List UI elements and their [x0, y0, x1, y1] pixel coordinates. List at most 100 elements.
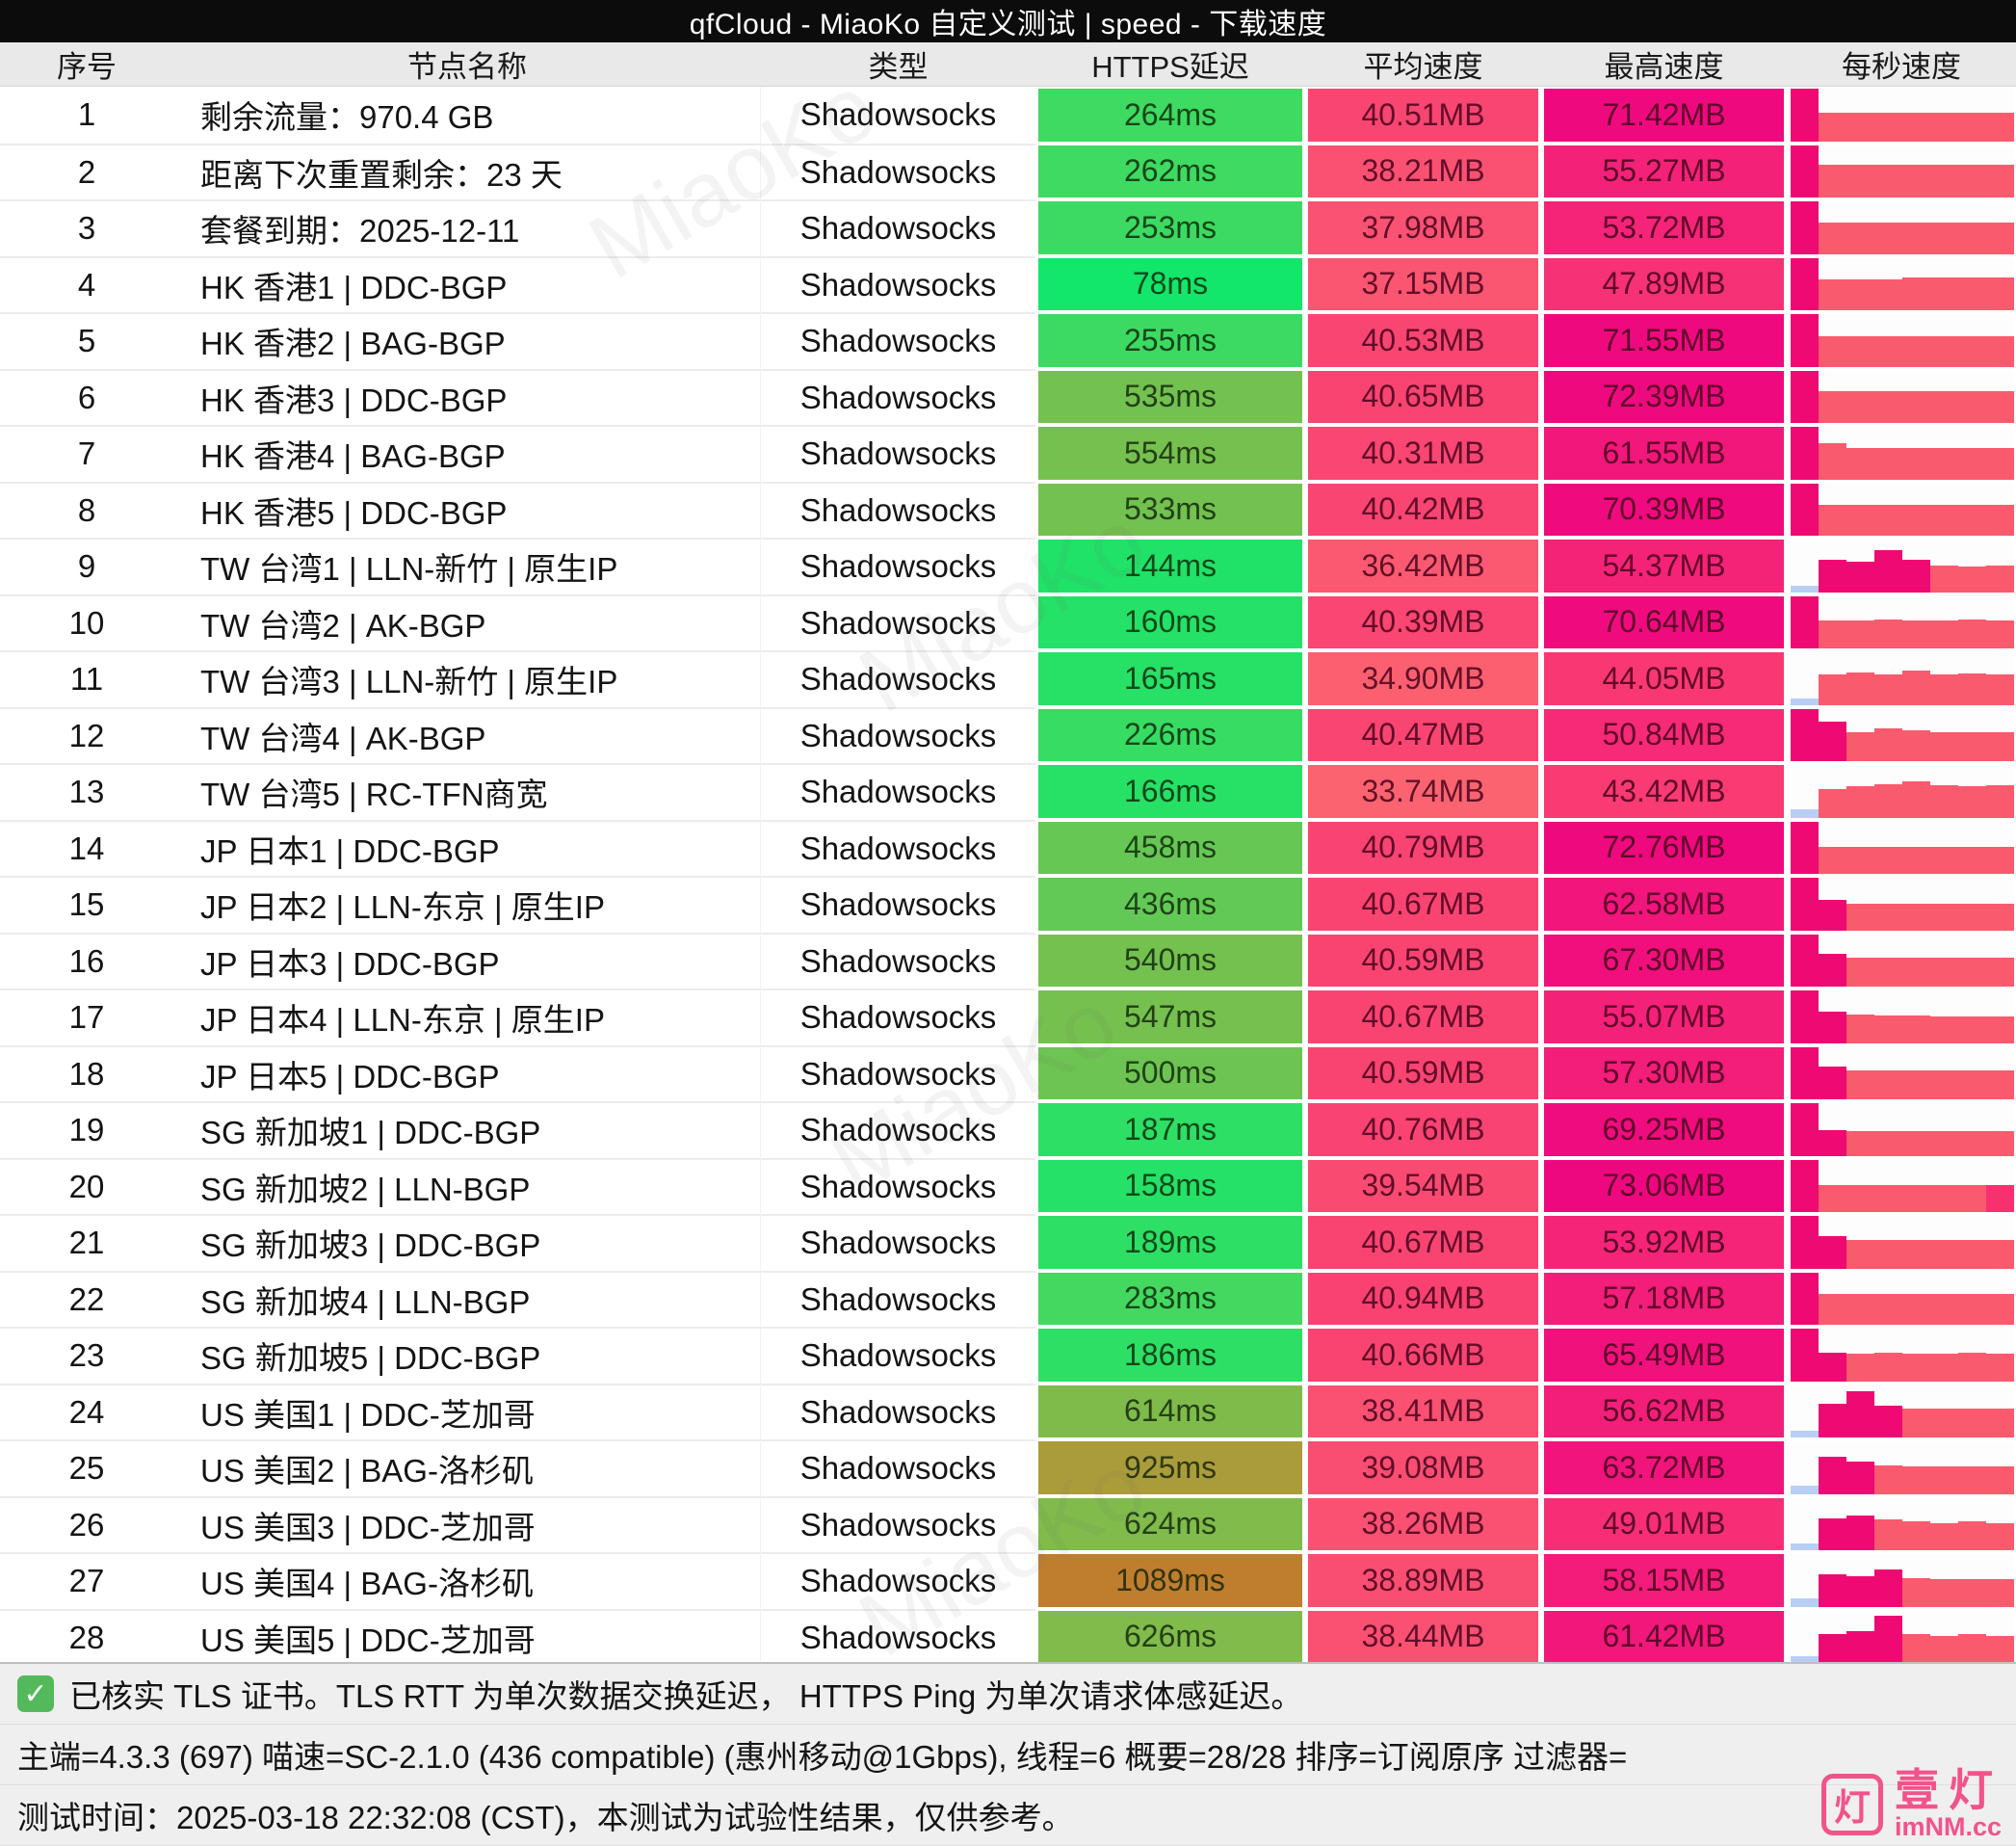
spark-bar [1958, 165, 1986, 198]
cell-index: 18 [0, 1044, 173, 1102]
avg-speed-value: 40.47MB [1308, 708, 1538, 761]
cell-type: Shadowsocks [761, 1101, 1035, 1158]
spark-bar [1930, 784, 1958, 818]
table-row: 23 SG 新加坡5 | DDC-BGP Shadowsocks 186ms 40.66… [0, 1327, 2016, 1384]
spark-bar [1874, 1464, 1902, 1494]
spark-bar [1819, 1184, 1846, 1212]
speed-sparkline [1791, 595, 2014, 648]
cell-type: Shadowsocks [761, 1495, 1035, 1553]
cell-index: 12 [0, 706, 173, 764]
spark-bar [1819, 1067, 1846, 1099]
spark-bar [1986, 222, 2014, 254]
spark-bar [1930, 447, 1958, 480]
cell-speed-sparkline [1787, 256, 2016, 313]
latency-value: 540ms [1038, 934, 1302, 987]
spark-bar [1958, 1239, 1986, 1269]
cell-node-name: US 美国4 | BAG-洛杉矶 [173, 1552, 761, 1609]
cell-index: 13 [0, 763, 173, 820]
latency-value: 1089ms [1038, 1554, 1302, 1607]
spark-bar [1874, 1519, 1902, 1550]
spark-bar [1874, 279, 1902, 310]
cell-max-speed: 56.62MB [1541, 1384, 1787, 1440]
cell-type: Shadowsocks [761, 932, 1035, 989]
spark-bar [1958, 336, 1986, 367]
cell-node-name: HK 香港5 | DDC-BGP [173, 481, 761, 538]
latency-value: 255ms [1038, 314, 1302, 367]
cell-max-speed: 71.42MB [1541, 87, 1787, 144]
cell-node-name: JP 日本5 | DDC-BGP [173, 1044, 761, 1101]
spark-bar [1846, 1014, 1874, 1043]
table-row: 8 HK 香港5 | DDC-BGP Shadowsocks 533ms 40.42MB… [0, 481, 2016, 538]
spark-bar [1958, 505, 1986, 536]
cell-https-latency: 1089ms [1035, 1552, 1305, 1609]
cell-index: 10 [0, 593, 173, 651]
spark-bar [1846, 785, 1874, 818]
spark-bar [1846, 620, 1874, 648]
spark-bar [1874, 846, 1902, 874]
max-speed-value: 53.92MB [1544, 1216, 1784, 1269]
speed-sparkline [1791, 934, 2014, 987]
spark-bar [1846, 1070, 1874, 1099]
spark-bar [1846, 904, 1874, 931]
cell-avg-speed: 40.47MB [1305, 707, 1541, 764]
spark-bar [1791, 821, 1819, 874]
speed-sparkline [1791, 483, 2014, 536]
cell-index: 15 [0, 876, 173, 933]
cell-node-name: JP 日本1 | DDC-BGP [173, 819, 761, 876]
spark-bar [1791, 809, 1819, 818]
speed-sparkline [1791, 1441, 2014, 1494]
max-speed-value: 54.37MB [1544, 540, 1784, 593]
avg-speed-value: 40.39MB [1308, 595, 1538, 648]
cell-speed-sparkline [1787, 650, 2016, 707]
spark-bar [1874, 958, 1902, 987]
cell-avg-speed: 34.90MB [1305, 650, 1541, 707]
avg-speed-value: 40.59MB [1308, 934, 1538, 987]
speed-sparkline [1791, 1329, 2014, 1382]
cell-type: Shadowsocks [761, 1552, 1035, 1609]
cell-index: 26 [0, 1495, 173, 1553]
cell-avg-speed: 38.21MB [1305, 144, 1541, 200]
cell-https-latency: 144ms [1035, 538, 1305, 594]
spark-bar [1874, 1406, 1902, 1437]
speed-sparkline [1791, 370, 2014, 423]
spark-bar [1930, 1131, 1958, 1156]
spark-bar [1819, 846, 1846, 874]
cell-max-speed: 54.37MB [1541, 538, 1787, 594]
cell-avg-speed: 40.53MB [1305, 312, 1541, 369]
cell-avg-speed: 37.15MB [1305, 256, 1541, 313]
avg-speed-value: 40.67MB [1308, 1216, 1538, 1269]
speed-sparkline [1791, 540, 2014, 593]
latency-value: 436ms [1038, 878, 1302, 931]
speed-sparkline [1791, 821, 2014, 874]
spark-bar [1846, 1131, 1874, 1156]
spark-bar [1986, 1579, 2014, 1607]
cell-https-latency: 264ms [1035, 87, 1305, 144]
report-title: qfCloud - MiaoKo 自定义测试 | speed - 下载速度 [0, 0, 2016, 42]
spark-bar [1930, 1354, 1958, 1382]
spark-bar [1930, 1409, 1958, 1437]
cell-max-speed: 73.06MB [1541, 1158, 1787, 1215]
latency-value: 166ms [1038, 765, 1302, 818]
spark-bar [1930, 505, 1958, 536]
cell-node-name: HK 香港4 | BAG-BGP [173, 425, 761, 482]
cell-index: 1 [77, 96, 96, 133]
cell-index: 25 [0, 1439, 173, 1496]
spark-bar [1791, 201, 1819, 254]
spark-bar [1986, 846, 2014, 874]
avg-speed-value: 40.59MB [1308, 1046, 1538, 1099]
spark-bar [1986, 391, 2014, 423]
cell-avg-speed: 40.76MB [1305, 1101, 1541, 1158]
avg-speed-value: 39.54MB [1308, 1159, 1538, 1212]
spark-bar [1819, 559, 1846, 593]
cell-node-name: TW 台湾1 | LLN-新竹 | 原生IP [173, 538, 761, 594]
spark-bar [1930, 336, 1958, 367]
spark-bar [1986, 1016, 2014, 1043]
cell-https-latency: 186ms [1035, 1327, 1305, 1384]
max-speed-value: 50.84MB [1544, 708, 1784, 761]
speed-sparkline [1791, 1103, 2014, 1156]
cell-speed-sparkline [1787, 538, 2016, 594]
spark-bar [1846, 1294, 1874, 1325]
cell-max-speed: 44.05MB [1541, 650, 1787, 707]
cell-index: 3 [0, 199, 173, 256]
cell-node-name: US 美国3 | DDC-芝加哥 [173, 1495, 761, 1552]
